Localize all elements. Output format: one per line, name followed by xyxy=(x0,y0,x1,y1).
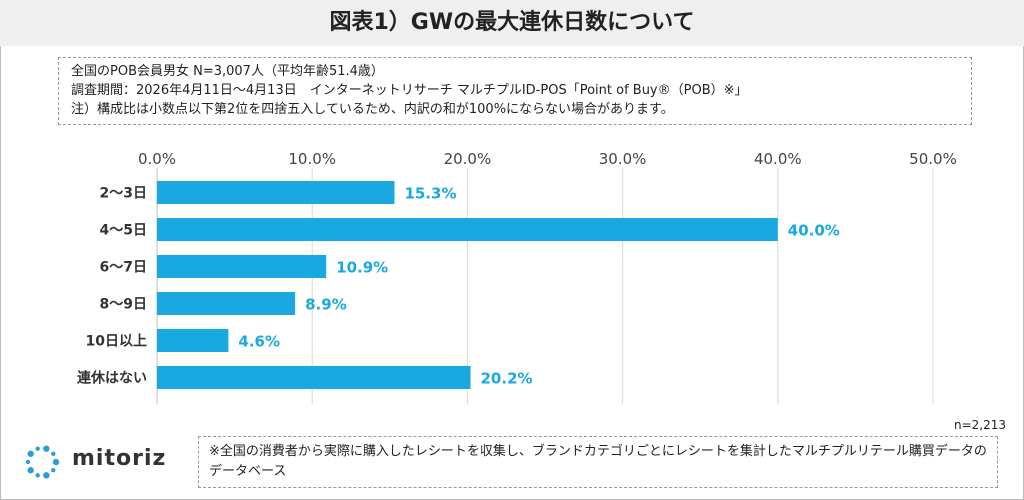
x-tick-label: 40.0% xyxy=(754,150,802,168)
data-label: 40.0% xyxy=(788,222,840,240)
bar xyxy=(157,292,296,315)
x-tick-label: 0.0% xyxy=(138,150,176,168)
data-label: 20.2% xyxy=(481,370,533,388)
data-label: 4.6% xyxy=(238,333,280,351)
bar xyxy=(157,366,471,389)
data-label: 10.9% xyxy=(336,259,388,277)
category-label: 連休はない xyxy=(77,370,147,387)
bar xyxy=(157,255,327,278)
x-tick-label: 20.0% xyxy=(444,150,492,168)
category-label: 4〜5日 xyxy=(100,223,147,239)
x-tick-label: 30.0% xyxy=(599,150,647,168)
x-tick-label: 50.0% xyxy=(909,150,957,168)
bar xyxy=(157,218,778,241)
category-label: 10日以上 xyxy=(86,334,147,350)
footnote: ※全国の消費者から実際に購入したレシートを収集し、ブランドカテゴリごとにレシート… xyxy=(198,436,998,488)
logo-mark-icon xyxy=(25,445,60,479)
sample-size-label: n=2,213 xyxy=(953,418,1006,432)
data-label: 15.3% xyxy=(404,185,456,203)
category-label: 2〜3日 xyxy=(100,186,147,202)
category-label: 8〜9日 xyxy=(100,297,147,313)
note-line-period: 調査期間：2026年4月11日〜4月13日 インターネットリサーチ マルチプルI… xyxy=(71,83,748,98)
bar xyxy=(157,329,229,352)
category-label: 6〜7日 xyxy=(100,260,147,276)
x-tick-label: 10.0% xyxy=(288,150,336,168)
note-line-population: 全国のPOB会員男女 N=3,007人（平均年齢51.4歳） xyxy=(71,64,384,79)
figure-title: 図表1）GWの最大連休日数について xyxy=(0,0,1024,46)
bar xyxy=(157,181,395,204)
note-line-rounding: 注）構成比は小数点以下第2位を四捨五入しているため、内訳の和が100%にならない… xyxy=(71,102,674,117)
logo-wordmark: mitoriz xyxy=(72,446,167,471)
data-label: 8.9% xyxy=(305,296,347,314)
survey-notes: 全国のPOB会員男女 N=3,007人（平均年齢51.4歳） 調査期間：2026… xyxy=(58,57,972,125)
mitoriz-logo: mitoriz xyxy=(22,442,192,482)
bar-chart: 0.0% 10.0% 20.0% 30.0% 40.0% 50.0% 2〜3日 15.3% 4〜… xyxy=(77,150,957,404)
